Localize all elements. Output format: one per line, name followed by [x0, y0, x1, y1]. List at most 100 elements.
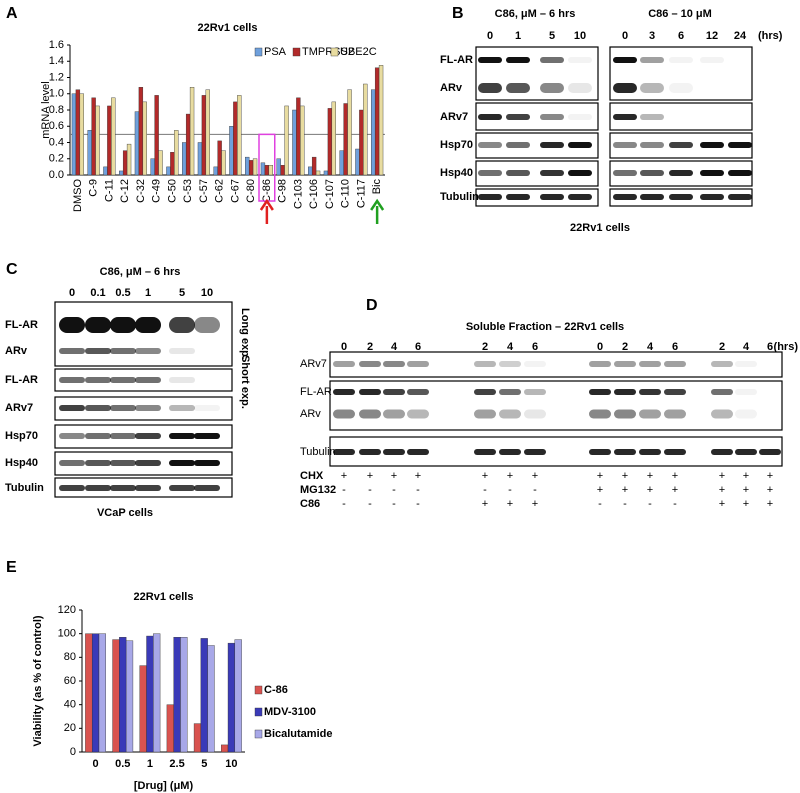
blot-band	[383, 409, 405, 419]
y-tick-label: 100	[58, 628, 76, 640]
row-label: Tubulin	[5, 482, 44, 494]
bar	[205, 89, 210, 176]
bar	[201, 95, 207, 176]
blot-band	[639, 409, 661, 419]
blot-band	[85, 485, 111, 491]
bar	[98, 633, 106, 753]
treatment-sign: +	[622, 484, 628, 496]
bar	[125, 640, 134, 753]
bar	[193, 723, 202, 753]
treatment-sign: +	[672, 470, 678, 482]
x-tick-label: DMSO	[72, 179, 84, 212]
blot-band	[640, 83, 664, 93]
treatment-sign: +	[767, 484, 773, 496]
blot-band	[499, 409, 521, 419]
y-tick-label: 120	[58, 604, 76, 616]
blot-band	[135, 377, 161, 383]
row-label: FL-AR	[5, 319, 38, 331]
blot-band	[59, 405, 85, 411]
lane-label: 6	[767, 341, 773, 353]
blot-band	[333, 449, 355, 455]
treatment-label: C86	[300, 498, 320, 510]
bar	[170, 152, 175, 176]
bar	[296, 97, 301, 176]
blot-band	[506, 194, 530, 200]
blot-band	[540, 170, 564, 176]
bar	[122, 150, 128, 176]
blot-band	[568, 83, 592, 93]
treatment-sign: +	[719, 470, 725, 482]
bar	[173, 637, 181, 753]
lane-label: 0	[341, 341, 347, 353]
bar	[252, 158, 258, 176]
treatment-sign: +	[482, 470, 488, 482]
bar	[245, 156, 250, 176]
blot-band	[711, 361, 733, 367]
bar	[91, 633, 100, 753]
blot-band	[59, 485, 85, 491]
bar	[142, 101, 147, 176]
row-label: ARv7	[5, 402, 33, 414]
blot-band	[614, 449, 636, 455]
treatment-sign: -	[508, 484, 512, 496]
y-tick-label: 40	[64, 699, 76, 711]
row-label: ARv7	[300, 358, 327, 370]
legend-swatch	[254, 707, 263, 717]
panel-label: B	[452, 5, 464, 22]
blot-band	[85, 433, 111, 439]
x-tick-label: 10	[225, 758, 237, 770]
blot-band	[478, 142, 502, 148]
blot-band	[85, 317, 111, 333]
x-tick-label: C-9	[88, 179, 100, 197]
blot-band	[540, 194, 564, 200]
x-tick-label: C-62	[214, 179, 226, 203]
blot-band	[614, 361, 636, 367]
bar	[217, 140, 222, 176]
lane-label: 4	[647, 341, 654, 353]
treatment-sign: -	[392, 498, 396, 510]
blot-band	[524, 449, 546, 455]
blot-band	[700, 57, 724, 63]
bar	[119, 637, 127, 753]
row-label: Tubulin	[440, 191, 479, 203]
blot-band	[613, 170, 637, 176]
blot-band	[700, 170, 724, 176]
legend-label: PSA	[264, 46, 287, 58]
bar	[182, 142, 187, 176]
x-tick-label: C-53	[182, 179, 194, 203]
blot-band	[664, 409, 686, 419]
blot-band	[478, 194, 502, 200]
treatment-sign: +	[743, 498, 749, 510]
treatment-sign: -	[416, 498, 420, 510]
blot-band	[589, 361, 611, 367]
blot-band	[110, 377, 136, 383]
bar	[79, 93, 84, 176]
lane-label: 6	[532, 341, 538, 353]
x-tick-label: C-12	[119, 179, 131, 203]
blot-band	[728, 194, 752, 200]
legend-swatch	[254, 47, 263, 57]
bar	[339, 150, 344, 176]
panel-label: A	[6, 5, 18, 22]
blot-band	[540, 57, 564, 63]
blot-band	[478, 114, 502, 120]
blot-band	[383, 389, 405, 395]
blot-band	[59, 377, 85, 383]
blot-band	[613, 114, 637, 120]
y-tick-label: 0.0	[49, 169, 64, 181]
blot-band	[524, 409, 546, 419]
x-tick-label: 0	[93, 758, 99, 770]
blot-band	[664, 389, 686, 395]
bar	[363, 83, 368, 176]
blot-band	[568, 114, 592, 120]
bar	[197, 142, 203, 176]
treatment-sign: +	[743, 484, 749, 496]
treatment-sign: +	[415, 470, 421, 482]
treatment-sign: -	[416, 484, 420, 496]
legend-swatch	[330, 47, 339, 57]
blot-band	[669, 194, 693, 200]
legend-swatch	[292, 47, 301, 57]
lane-label: 0	[487, 30, 493, 42]
treatment-sign: -	[673, 498, 677, 510]
